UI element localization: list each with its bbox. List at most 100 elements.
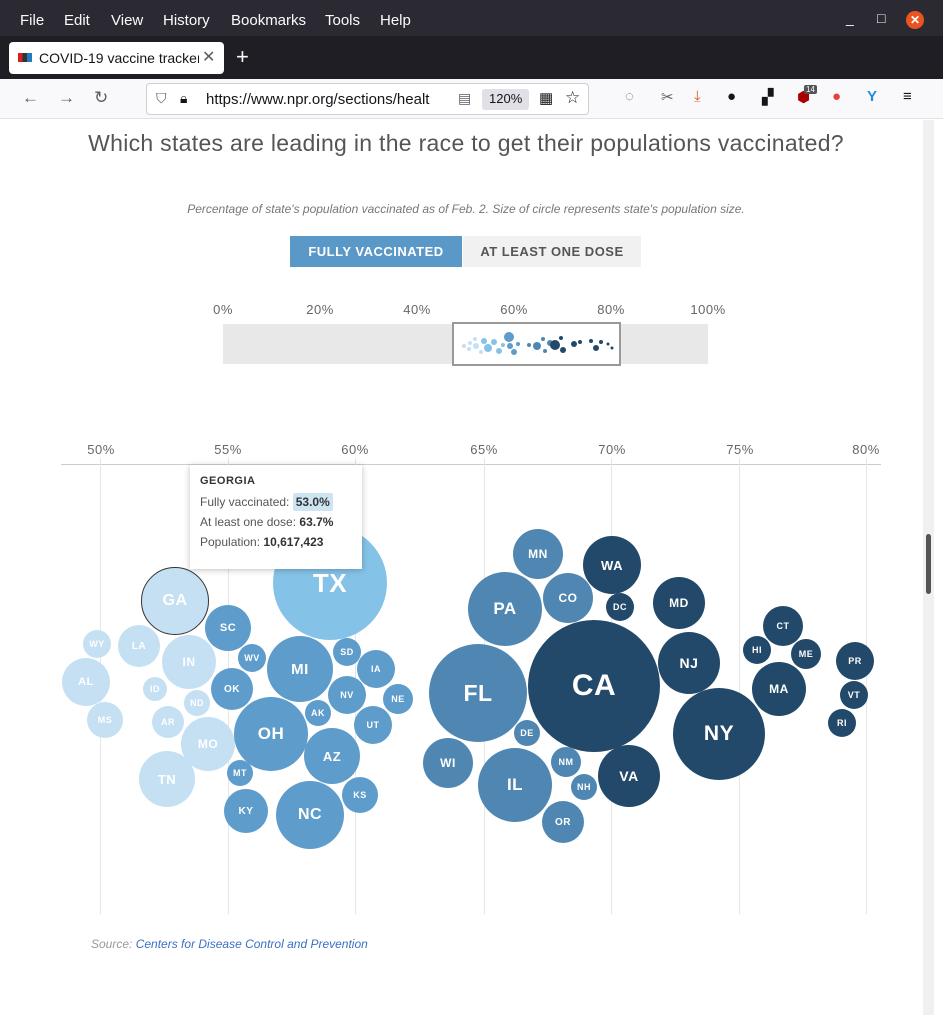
axis-tick-60: 60% — [341, 442, 369, 457]
state-bubble-de[interactable]: DE — [514, 720, 540, 746]
state-bubble-wy[interactable]: WY — [83, 630, 111, 658]
state-bubble-ri[interactable]: RI — [828, 709, 856, 737]
state-bubble-wa[interactable]: WA — [583, 536, 641, 594]
state-bubble-az[interactable]: AZ — [304, 728, 360, 784]
state-bubble-ak[interactable]: AK — [305, 700, 331, 726]
download-icon[interactable]: ⤓ — [694, 88, 701, 105]
back-icon[interactable]: ← — [22, 88, 39, 107]
menu-file[interactable]: File — [20, 12, 45, 29]
state-bubble-ms[interactable]: MS — [87, 702, 123, 738]
state-bubble-oh[interactable]: OH — [234, 697, 308, 771]
screenshot-icon[interactable]: ✂ — [661, 89, 674, 106]
tooltip-fully-value: 53.0% — [292, 493, 333, 511]
overview-dots — [462, 332, 614, 355]
menu-edit[interactable]: Edit — [64, 12, 90, 29]
state-bubble-la[interactable]: LA — [118, 625, 160, 667]
state-bubble-ca[interactable]: CA — [528, 620, 660, 752]
state-bubble-ia[interactable]: IA — [357, 650, 395, 688]
menu-bookmarks[interactable]: Bookmarks — [231, 12, 307, 29]
mini-tick-40: 40% — [403, 302, 431, 317]
state-bubble-va[interactable]: VA — [598, 745, 660, 807]
tomato-icon[interactable]: ● — [832, 88, 842, 105]
state-bubble-pa[interactable]: PA — [468, 572, 542, 646]
state-bubble-me[interactable]: ME — [791, 639, 821, 669]
state-bubble-ga[interactable]: GA — [141, 567, 209, 635]
at-least-one-dose-toggle[interactable]: AT LEAST ONE DOSE — [463, 236, 641, 267]
state-bubble-al[interactable]: AL — [62, 658, 110, 706]
zoom-level[interactable]: 120% — [482, 89, 530, 110]
hamburger-menu-icon[interactable]: ≡ — [903, 88, 912, 105]
reload-icon[interactable]: ↻ — [94, 88, 109, 107]
state-bubble-mn[interactable]: MN — [513, 529, 563, 579]
state-bubble-md[interactable]: MD — [653, 577, 705, 629]
lock-icon[interactable]: 🔒︎ — [180, 90, 188, 106]
state-bubble-mi[interactable]: MI — [267, 636, 333, 702]
state-bubble-nv[interactable]: NV — [328, 676, 366, 714]
url-bar[interactable]: ⛉ 🔒︎ https://www.npr.org/sections/healt … — [146, 83, 589, 115]
tooltip-pop-label: Population: — [200, 535, 261, 549]
overview-brush-window[interactable] — [452, 322, 621, 366]
axis-tick-65: 65% — [470, 442, 498, 457]
vpn-icon[interactable]: Y — [867, 88, 878, 105]
reader-view-icon[interactable]: ▤ — [458, 90, 472, 106]
state-bubble-dc[interactable]: DC — [606, 593, 634, 621]
source-label: Source: — [91, 937, 133, 951]
state-bubble-sc[interactable]: SC — [205, 605, 251, 651]
menu-view[interactable]: View — [111, 12, 144, 29]
state-bubble-ne[interactable]: NE — [383, 684, 413, 714]
maximize-icon[interactable]: □ — [877, 10, 886, 26]
state-bubble-mt[interactable]: MT — [227, 760, 253, 786]
ublock-badge: 14 — [804, 85, 817, 94]
state-bubble-ny[interactable]: NY — [673, 688, 765, 780]
extensions-grid-icon[interactable]: ▞ — [762, 89, 774, 106]
pocket-icon[interactable]: ◌ — [625, 88, 634, 105]
state-bubble-ut[interactable]: UT — [354, 706, 392, 744]
close-window-icon[interactable]: ✕ — [906, 11, 924, 29]
tooltip-population: Population: 10,617,423 — [200, 535, 352, 549]
state-bubble-ok[interactable]: OK — [211, 668, 253, 710]
url-text[interactable]: https://www.npr.org/sections/healt — [206, 91, 430, 108]
mini-tick-0: 0% — [213, 302, 233, 317]
new-tab-icon[interactable]: + — [236, 44, 249, 69]
state-bubble-ks[interactable]: KS — [342, 777, 378, 813]
fully-vaccinated-toggle[interactable]: FULLY VACCINATED — [290, 236, 462, 267]
state-bubble-il[interactable]: IL — [478, 748, 552, 822]
tab-close-icon[interactable]: ✕ — [202, 49, 216, 66]
state-bubble-pr[interactable]: PR — [836, 642, 874, 680]
forward-icon[interactable]: → — [58, 88, 75, 107]
source-link[interactable]: Centers for Disease Control and Preventi… — [135, 937, 368, 951]
menu-help[interactable]: Help — [380, 12, 411, 29]
state-bubble-nc[interactable]: NC — [276, 781, 344, 849]
tooltip-dose-value: 63.7% — [299, 515, 334, 529]
bookmark-star-icon[interactable]: ☆ — [565, 88, 581, 107]
state-bubble-ar[interactable]: AR — [152, 706, 184, 738]
state-bubble-sd[interactable]: SD — [333, 638, 361, 666]
scroll-thumb[interactable] — [926, 534, 931, 594]
state-bubble-hi[interactable]: HI — [743, 636, 771, 664]
state-bubble-in[interactable]: IN — [162, 635, 216, 689]
state-bubble-nh[interactable]: NH — [571, 774, 597, 800]
state-bubble-ky[interactable]: KY — [224, 789, 268, 833]
state-bubble-fl[interactable]: FL — [429, 644, 527, 742]
state-bubble-or[interactable]: OR — [542, 801, 584, 843]
state-bubble-mo[interactable]: MO — [181, 717, 235, 771]
menu-history[interactable]: History — [163, 12, 210, 29]
shield-icon[interactable]: ⛉ — [156, 90, 167, 106]
state-bubble-nm[interactable]: NM — [551, 747, 581, 777]
mini-tick-100: 100% — [690, 302, 726, 317]
tab-covid-tracker[interactable]: COVID-19 vaccine tracker ✕ — [9, 42, 224, 74]
notion-icon[interactable]: ● — [727, 88, 737, 105]
state-bubble-vt[interactable]: VT — [840, 681, 868, 709]
menu-tools[interactable]: Tools — [325, 12, 361, 29]
qr-code-icon[interactable]: ▦ — [539, 90, 554, 107]
state-bubble-wv[interactable]: WV — [238, 644, 266, 672]
state-bubble-nj[interactable]: NJ — [658, 632, 720, 694]
state-bubble-ma[interactable]: MA — [752, 662, 806, 716]
page-scrollbar[interactable] — [923, 120, 934, 1015]
state-bubble-wi[interactable]: WI — [423, 738, 473, 788]
state-bubble-nd[interactable]: ND — [184, 690, 210, 716]
state-bubble-id[interactable]: ID — [143, 677, 167, 701]
state-bubble-co[interactable]: CO — [543, 573, 593, 623]
state-bubble-ct[interactable]: CT — [763, 606, 803, 646]
minimize-icon[interactable]: _ — [846, 10, 854, 26]
